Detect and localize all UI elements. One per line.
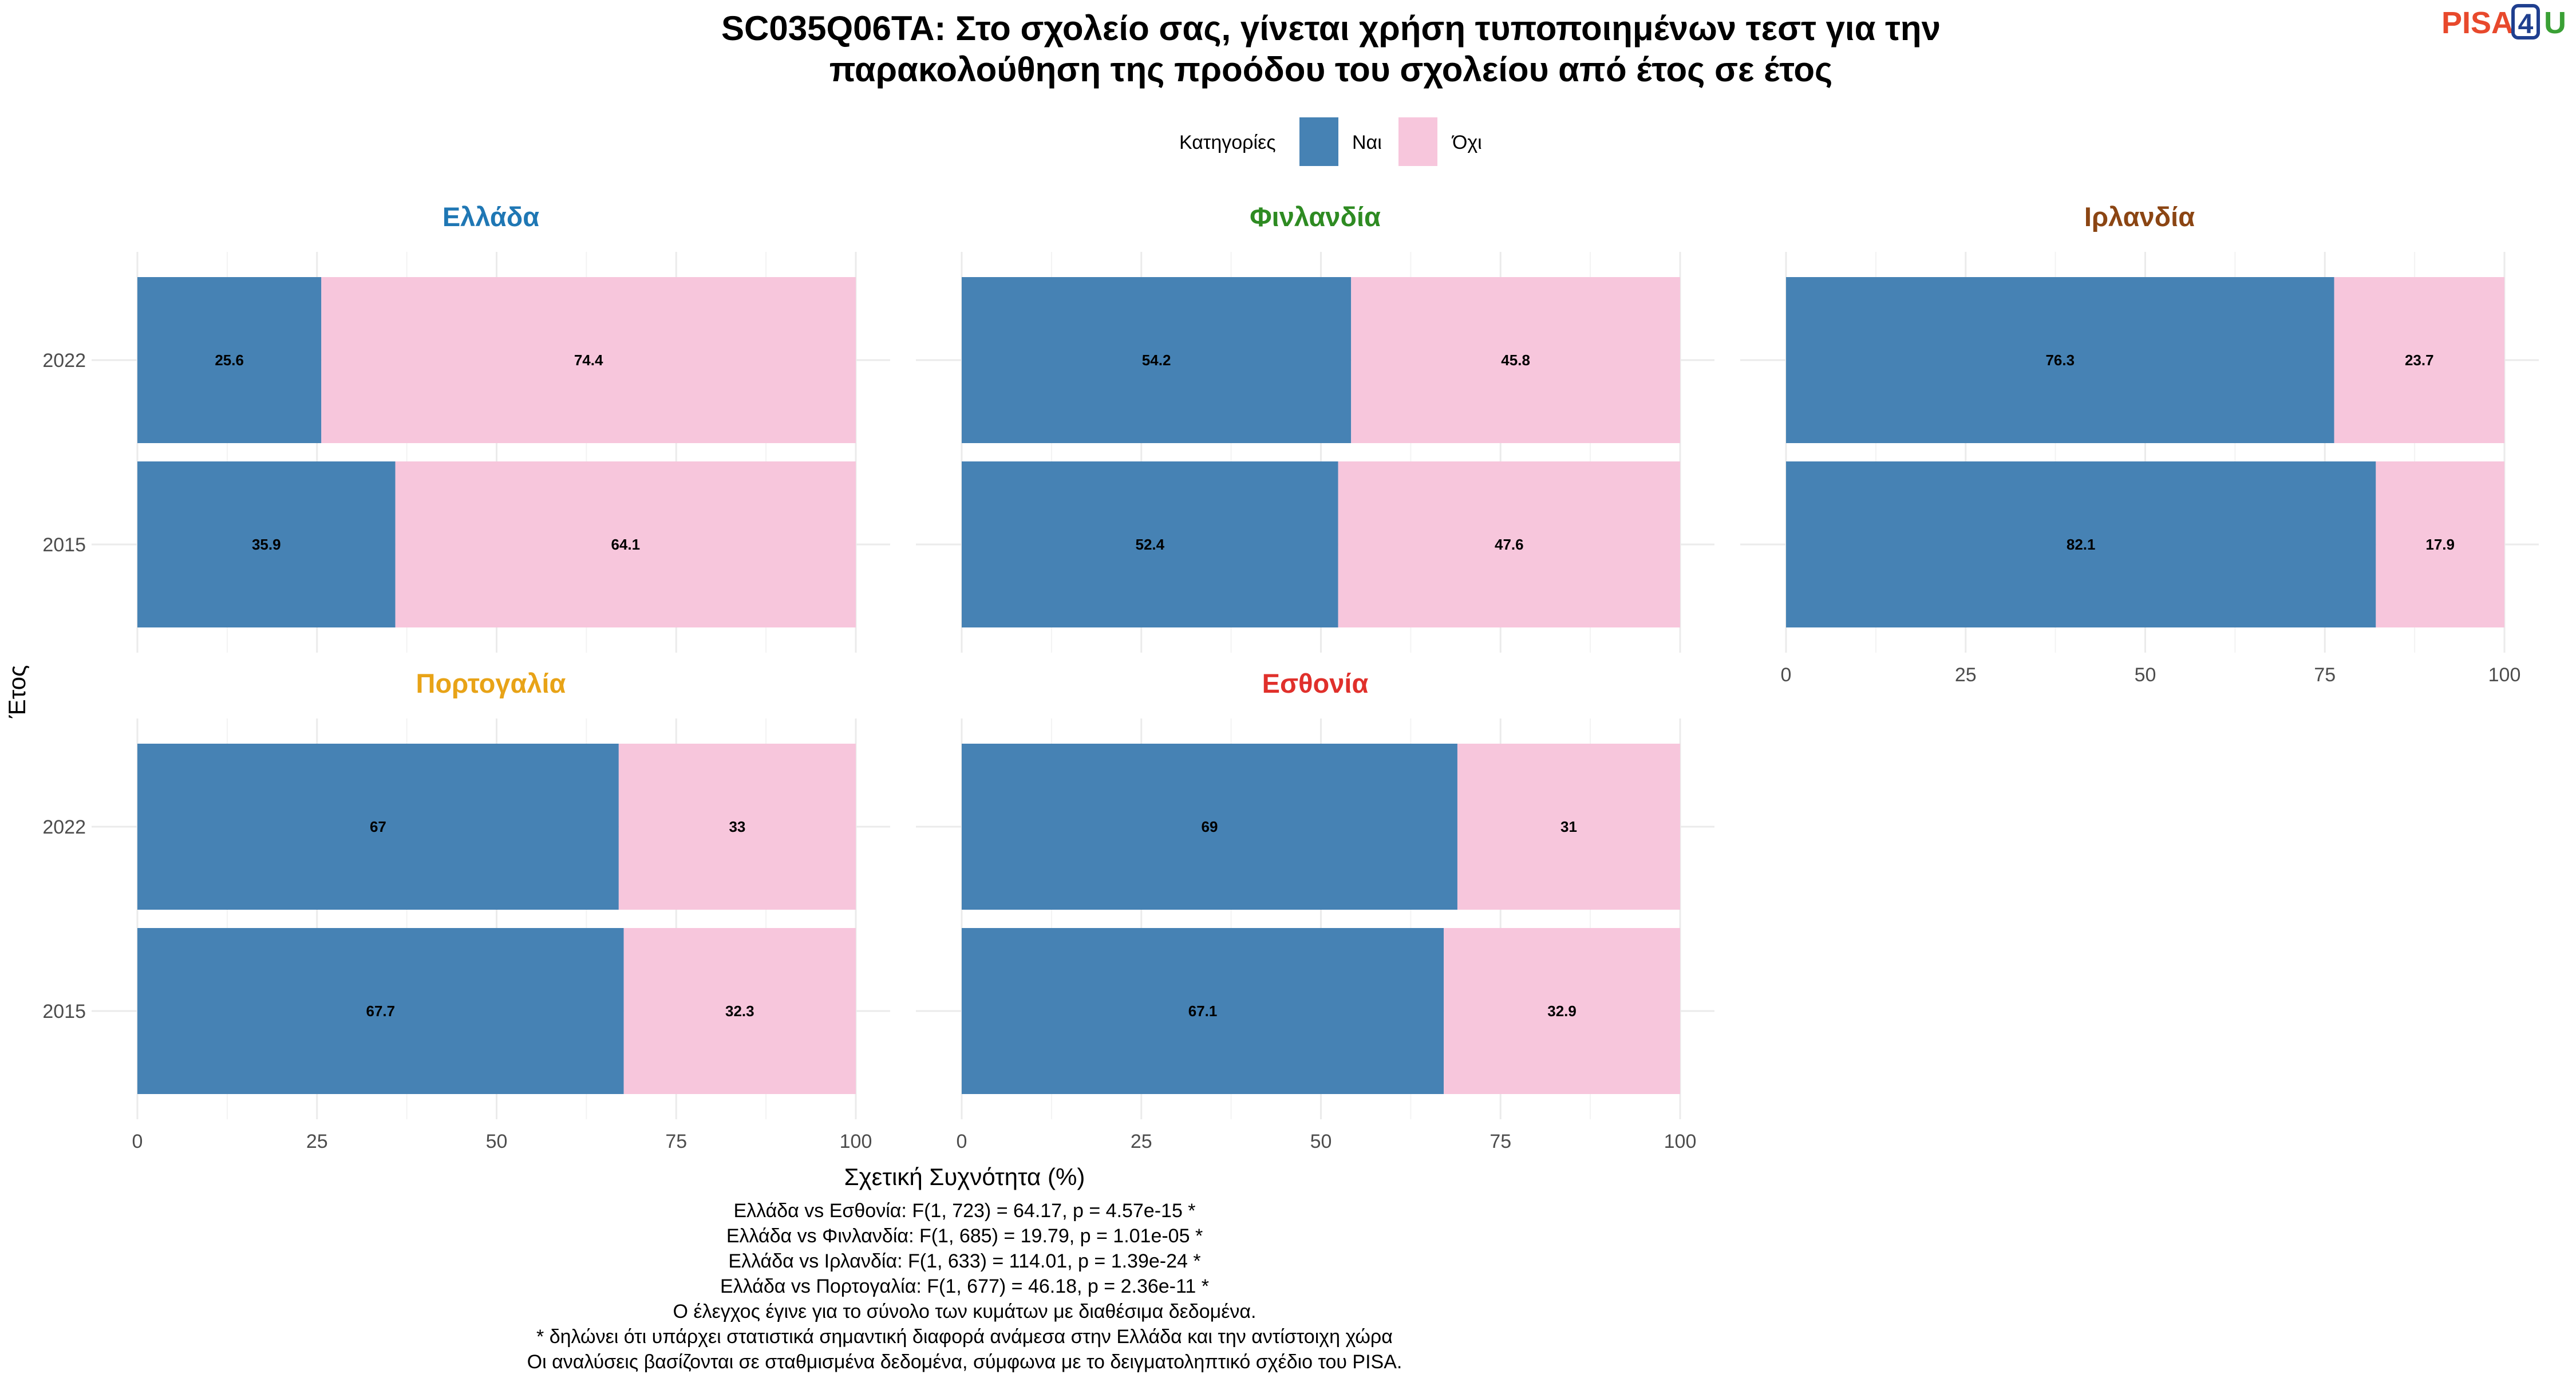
bar-segment-οχι <box>1457 744 1680 910</box>
bar-segment-οχι <box>1338 461 1680 627</box>
chart-title-line-1: SC035Q06TA: Στο σχολείο σας, γίνεται χρή… <box>721 9 1941 48</box>
x-tick-label: 0 <box>132 1131 143 1152</box>
bar-value-label: 74.4 <box>574 352 603 369</box>
bar-segment-οχι <box>2334 277 2504 443</box>
logo-text-u: U <box>2544 6 2566 40</box>
y-tick-label: 2015 <box>42 1001 86 1022</box>
bar-segment-οχι <box>395 461 856 627</box>
legend-swatch-nai <box>1299 117 1338 166</box>
bar-value-label: 67.1 <box>1188 1002 1218 1020</box>
x-tick-label: 50 <box>1310 1131 1332 1152</box>
x-axis-title: Σχετική Συχνότητα (%) <box>844 1163 1085 1190</box>
legend-label-ochi: Όχι <box>1451 132 1482 153</box>
y-axis-title: Έτος <box>3 665 30 719</box>
x-tick-label: 75 <box>2314 664 2336 686</box>
logo-text-pisa: PISA <box>2441 6 2514 40</box>
bar-value-label: 31 <box>1560 818 1577 835</box>
facet-title: Ελλάδα <box>442 202 539 232</box>
legend-label-nai: Ναι <box>1352 132 1382 153</box>
bar-value-label: 52.4 <box>1136 536 1165 553</box>
y-tick-label: 2015 <box>42 534 86 556</box>
bar-value-label: 69 <box>1202 818 1218 835</box>
x-tick-label: 75 <box>1490 1131 1511 1152</box>
logo-text-4: 4 <box>2518 9 2534 40</box>
bar-value-label: 67 <box>370 818 386 835</box>
caption: Ελλάδα vs Εσθονία: F(1, 723) = 64.17, p … <box>527 1200 1402 1373</box>
bar-segment-οχι <box>321 277 856 443</box>
logo-box <box>2511 4 2540 40</box>
bar-segment-ναι <box>962 277 1352 443</box>
bar-segment-ναι <box>962 461 1338 627</box>
bar-value-label: 32.9 <box>1547 1002 1577 1020</box>
bar-value-label: 33 <box>729 818 745 835</box>
bar-segment-ναι <box>1786 277 2334 443</box>
caption-line: Ελλάδα vs Ιρλανδία: F(1, 633) = 114.01, … <box>728 1250 1200 1272</box>
legend-title: Κατηγορίες <box>1179 132 1276 153</box>
bar-value-label: 32.3 <box>725 1002 754 1020</box>
x-tick-label: 50 <box>2135 664 2156 686</box>
caption-line: Ελλάδα vs Φινλανδία: F(1, 685) = 19.79, … <box>726 1225 1203 1247</box>
bar-segment-οχι <box>2376 461 2504 627</box>
bar-segment-ναι <box>137 461 396 627</box>
facet-πορτογαλια: Πορτογαλία 2022 67 33 2015 67.7 32.3 0 25 50 75 100 <box>42 668 890 1152</box>
bar-segment-ναι <box>137 744 619 910</box>
x-tick-label: 100 <box>840 1131 872 1152</box>
x-tick-label: 25 <box>1955 664 1977 686</box>
caption-line: Οι αναλύσεις βασίζονται σε σταθμισμένα δ… <box>527 1351 1402 1373</box>
facet-ελλαδα: Ελλάδα 2022 25.6 74.4 2015 35.9 64.1 <box>42 202 890 653</box>
bar-segment-ναι <box>962 744 1457 910</box>
bar-segment-ναι <box>962 928 1444 1094</box>
facet-title: Πορτογαλία <box>416 668 566 698</box>
bar-value-label: 45.8 <box>1501 352 1530 369</box>
bar-value-label: 76.3 <box>2045 352 2075 369</box>
y-tick-label: 2022 <box>42 816 86 838</box>
x-tick-label: 0 <box>1781 664 1792 686</box>
legend-swatch-ochi <box>1398 117 1437 166</box>
facet-ιρλανδια: Ιρλανδία 76.3 23.7 82.1 17.9 0 25 50 75 100 <box>1740 202 2539 686</box>
facet-panels: Ελλάδα 2022 25.6 74.4 2015 35.9 64.1 Φινλανδία 5… <box>42 202 2539 1152</box>
pisa4u-logo: PISA 4 U <box>2441 4 2566 40</box>
bar-value-label: 82.1 <box>2067 536 2096 553</box>
x-tick-label: 25 <box>306 1131 328 1152</box>
x-tick-label: 50 <box>486 1131 508 1152</box>
bar-value-label: 54.2 <box>1142 352 1171 369</box>
x-tick-label: 100 <box>2488 664 2521 686</box>
facet-title: Φινλανδία <box>1250 202 1381 232</box>
caption-line: Ελλάδα vs Πορτογαλία: F(1, 677) = 46.18,… <box>720 1276 1209 1297</box>
chart-title-line-2: παρακολούθηση της προόδου του σχολείου α… <box>829 50 1832 89</box>
bar-value-label: 64.1 <box>611 536 640 553</box>
facet-title: Εσθονία <box>1262 668 1369 698</box>
bar-value-label: 35.9 <box>252 536 281 553</box>
facet-εσθονια: Εσθονία 69 31 67.1 32.9 0 25 50 75 100 <box>916 668 1714 1152</box>
caption-line: Ελλάδα vs Εσθονία: F(1, 723) = 64.17, p … <box>733 1200 1195 1222</box>
caption-line: * δηλώνει ότι υπάρχει στατιστικά σημαντι… <box>536 1326 1393 1348</box>
bar-segment-οχι <box>1351 277 1680 443</box>
bar-value-label: 25.6 <box>215 352 244 369</box>
bar-segment-οχι <box>618 744 856 910</box>
facet-title: Ιρλανδία <box>2084 202 2195 232</box>
facet-φινλανδια: Φινλανδία 54.2 45.8 52.4 47.6 <box>916 202 1714 653</box>
x-tick-label: 75 <box>665 1131 687 1152</box>
bar-segment-ναι <box>1786 461 2376 627</box>
bar-value-label: 23.7 <box>2405 352 2434 369</box>
bar-value-label: 17.9 <box>2425 536 2455 553</box>
x-tick-label: 0 <box>957 1131 967 1152</box>
bar-segment-ναι <box>137 277 322 443</box>
caption-line: Ο έλεγχος έγινε για το σύνολο των κυμάτω… <box>673 1301 1257 1322</box>
x-tick-label: 100 <box>1664 1131 1697 1152</box>
bar-segment-οχι <box>1444 928 1680 1094</box>
x-tick-label: 25 <box>1131 1131 1152 1152</box>
bar-segment-οχι <box>623 928 856 1094</box>
legend: Κατηγορίες Ναι Όχι <box>1179 117 1482 166</box>
bar-value-label: 47.6 <box>1495 536 1524 553</box>
y-tick-label: 2022 <box>42 350 86 372</box>
bar-segment-ναι <box>137 928 624 1094</box>
bar-value-label: 67.7 <box>366 1002 396 1020</box>
